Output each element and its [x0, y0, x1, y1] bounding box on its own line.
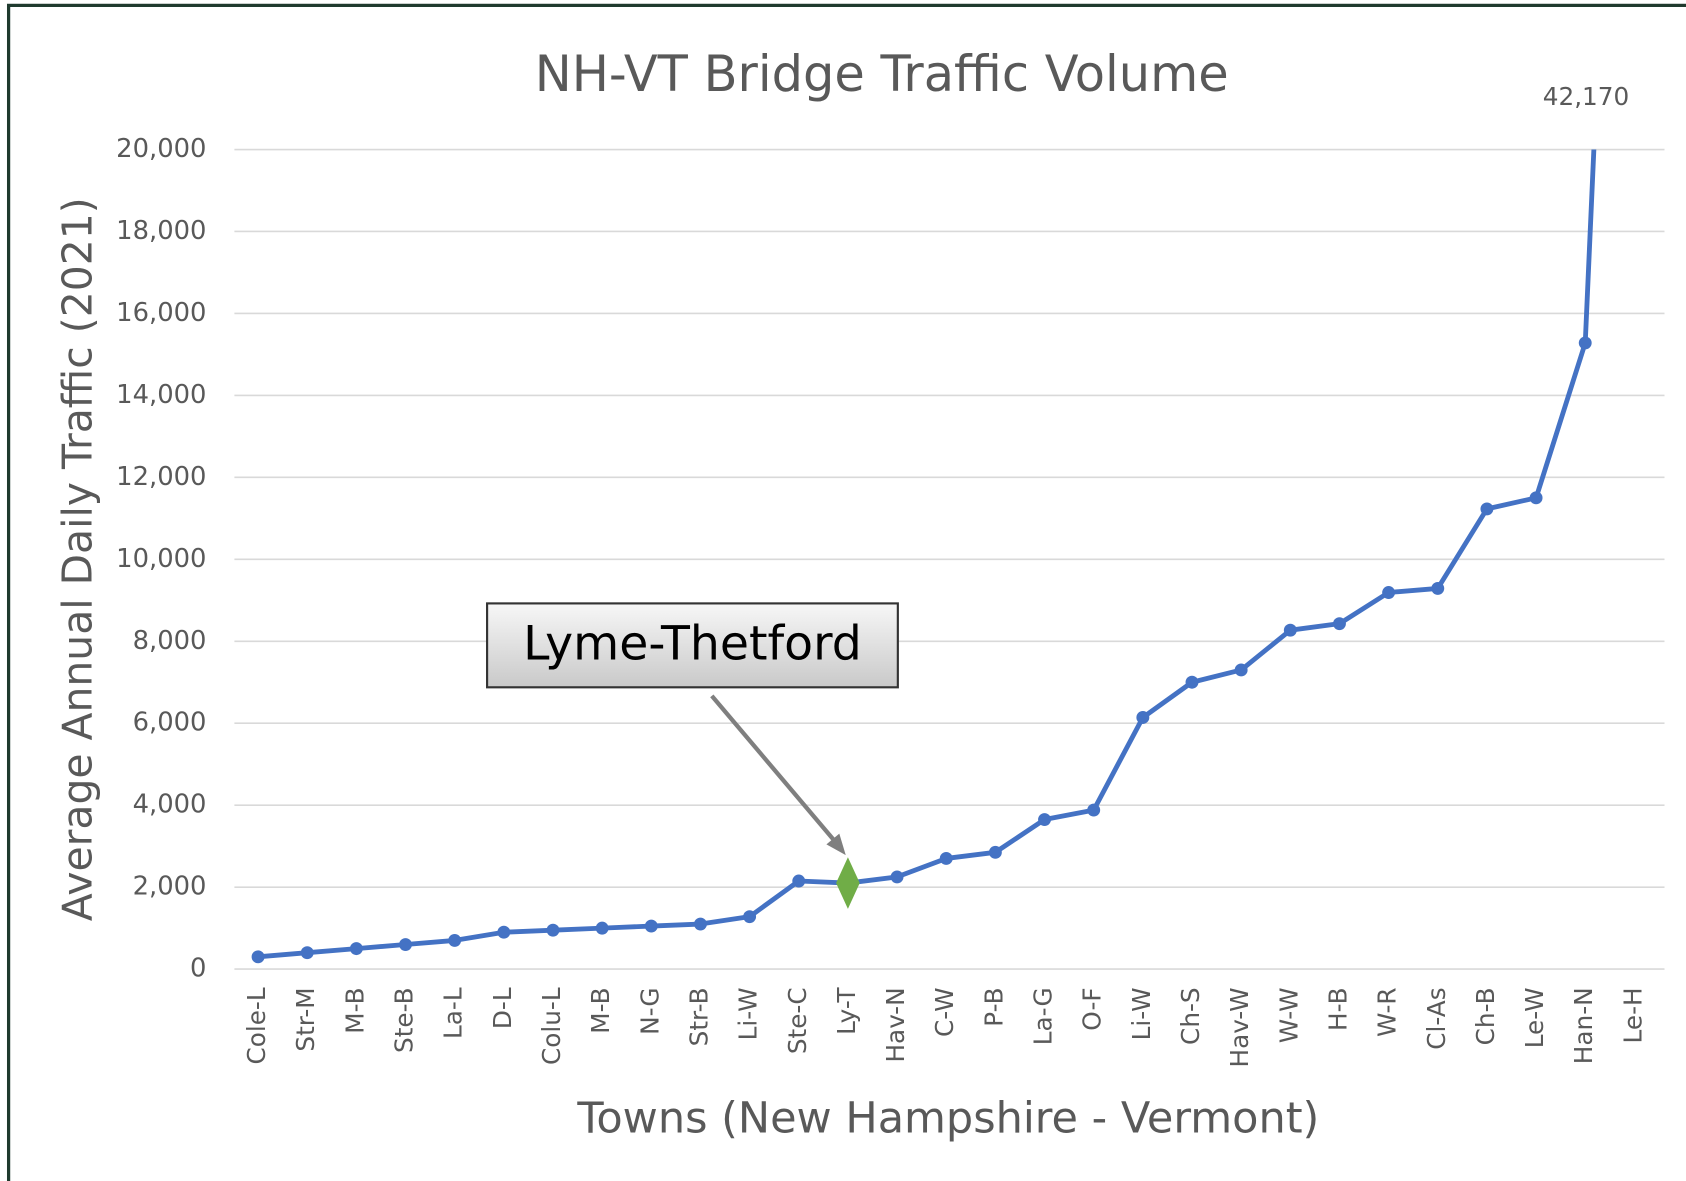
y-tick-label: 18,000: [116, 216, 206, 246]
point: [644, 919, 658, 933]
x-tick-label: La-G: [1029, 987, 1058, 1045]
point: [448, 933, 462, 947]
point: [1234, 663, 1248, 677]
x-tick-label: Ste-C: [783, 987, 812, 1054]
y-tick-label: 8,000: [133, 626, 207, 656]
frame: [6, 3, 1686, 1181]
y-tick-label: 10,000: [116, 544, 206, 574]
x-tick-label: P-B: [979, 987, 1008, 1026]
x-tick-label: W-W: [1274, 987, 1303, 1043]
point: [497, 925, 511, 939]
x-tick-label: Colu-L: [537, 987, 566, 1065]
x-tick-label: M-B: [586, 987, 615, 1033]
annotation-text: Lyme-Thetford: [523, 616, 862, 671]
x-tick-label: Le-H: [1618, 987, 1647, 1043]
x-tick-label: Ch-S: [1176, 987, 1205, 1045]
x-tick-label: O-F: [1078, 987, 1107, 1030]
point: [1136, 711, 1150, 724]
y-tick-label: 12,000: [116, 462, 206, 492]
point: [1431, 581, 1445, 595]
x-tick-label: Str-B: [684, 987, 713, 1046]
point: [743, 910, 757, 924]
point: [1480, 502, 1494, 516]
y-tick-label: 4,000: [133, 790, 207, 820]
y-tick-label: 14,000: [116, 380, 206, 410]
point: [300, 946, 314, 960]
x-tick-label: W-R: [1373, 987, 1402, 1037]
x-tick-label: Cl-As: [1422, 987, 1451, 1049]
point: [1283, 623, 1297, 637]
point: [1038, 813, 1051, 826]
x-tick-label: D-L: [488, 987, 517, 1029]
y-tick-label: 6,000: [133, 708, 207, 738]
point: [349, 942, 363, 956]
point: [399, 938, 412, 951]
x-tick-label: Li-W: [1127, 987, 1156, 1040]
y-tick-label: 20,000: [116, 134, 206, 164]
y-axis-title: Average Annual Daily Traffic (2021): [54, 197, 102, 921]
point: [694, 917, 707, 931]
point: [1185, 675, 1199, 689]
x-tick-label: Le-W: [1520, 987, 1549, 1048]
x-tick-label: M-B: [340, 987, 369, 1033]
x-tick-label: C-W: [930, 987, 959, 1037]
point: [1529, 491, 1543, 505]
x-tick-label: H-B: [1323, 987, 1352, 1031]
annotation-arrow: [710, 694, 841, 848]
y-tick-label: 2,000: [133, 872, 207, 902]
x-tick-label: La-L: [439, 987, 468, 1039]
point: [251, 950, 265, 964]
point: [939, 852, 953, 865]
point: [792, 874, 806, 888]
annotation-box: [486, 602, 899, 689]
point: [1087, 803, 1101, 817]
point: [988, 845, 1002, 859]
point: [1578, 336, 1592, 350]
x-tick-label: Li-W: [734, 987, 763, 1040]
point: [546, 923, 560, 937]
x-tick-label: Ly-T: [832, 987, 861, 1035]
x-tick-label: Cole-L: [242, 987, 271, 1064]
data-label: 42,170: [1543, 82, 1629, 111]
chart-title: NH-VT Bridge Traffic Volume: [535, 45, 1229, 103]
y-tick-label: 0: [190, 954, 206, 984]
point: [1333, 617, 1346, 631]
y-tick-label: 16,000: [116, 298, 206, 328]
x-tick-label: Han-N: [1569, 987, 1598, 1064]
x-tick-label: N-G: [635, 987, 664, 1034]
highlight-marker: [836, 857, 860, 909]
point: [595, 921, 609, 935]
x-tick-label: Hav-N: [881, 987, 910, 1062]
point: [890, 870, 904, 884]
x-axis-title: Towns (New Hampshire - Vermont): [576, 1093, 1319, 1143]
x-tick-label: Ch-B: [1471, 987, 1500, 1045]
point: [1382, 586, 1396, 599]
line: [257, 149, 1597, 960]
plot-area: [251, 149, 1597, 964]
x-tick-label: Ste-B: [390, 987, 419, 1053]
x-tick-label: Str-M: [291, 987, 320, 1051]
x-tick-label: Hav-W: [1225, 987, 1254, 1067]
